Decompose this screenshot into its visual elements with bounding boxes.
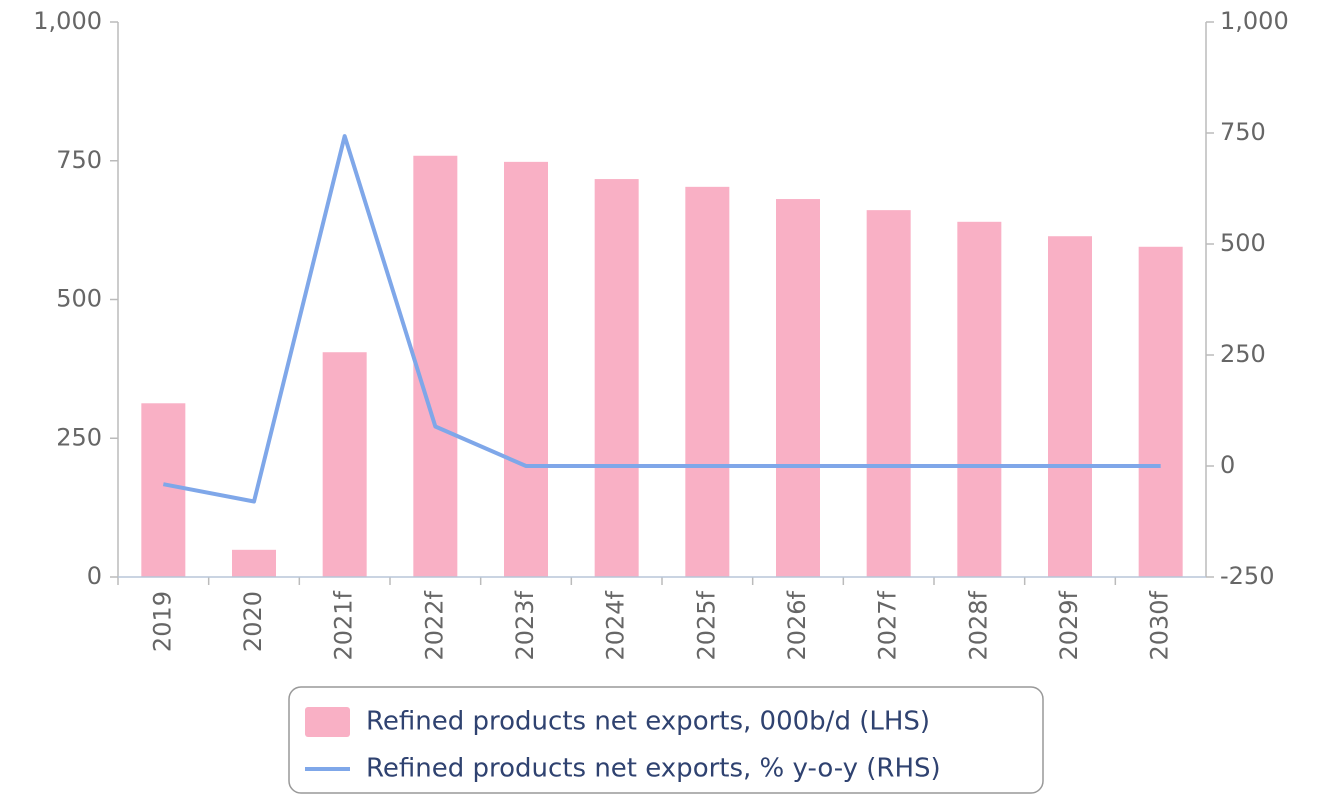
y-tick-label: 0: [87, 562, 102, 590]
x-tick-label: 2021f: [330, 590, 358, 660]
x-tick-label: 2022f: [420, 590, 448, 660]
x-tick-label: 2020: [239, 591, 267, 652]
y2-tick-label: -250: [1220, 562, 1274, 590]
y-tick-label: 1,000: [33, 7, 102, 35]
x-tick-label: 2024f: [602, 590, 630, 660]
y2-tick-label: 0: [1220, 451, 1235, 479]
legend-swatch: [305, 707, 350, 737]
bar: [957, 221, 1002, 578]
y-tick-label: 750: [56, 146, 102, 174]
x-tick-label: 2029f: [1055, 590, 1083, 660]
x-tick-label: 2023f: [511, 590, 539, 660]
bar: [685, 186, 730, 577]
bar: [1138, 246, 1183, 577]
legend-label: Refined products net exports, % y-o-y (R…: [366, 754, 941, 784]
x-tick-label: 2025f: [692, 590, 720, 660]
bar: [322, 352, 367, 577]
bar: [413, 155, 458, 577]
y2-tick-label: 500: [1220, 229, 1266, 257]
legend-label: Refined products net exports, 000b/d (LH…: [366, 707, 930, 737]
bar: [594, 179, 639, 577]
x-tick-label: 2027f: [874, 590, 902, 660]
line: [162, 134, 1161, 504]
x-tick-label: 2028f: [964, 590, 992, 660]
bar: [141, 403, 186, 577]
legend-box: [288, 686, 1044, 794]
y2-tick-label: 1,000: [1220, 7, 1289, 35]
x-tick-label: 2019: [148, 591, 176, 652]
bar: [866, 210, 911, 577]
x-tick-label: 2030f: [1146, 590, 1174, 660]
bar: [232, 549, 276, 577]
bar: [776, 199, 820, 578]
bar: [504, 161, 548, 578]
y-tick-label: 500: [56, 285, 102, 313]
y2-tick-label: 250: [1220, 340, 1266, 368]
bar: [1048, 236, 1092, 578]
x-tick-label: 2026f: [783, 590, 811, 660]
y2-tick-label: 750: [1220, 118, 1266, 146]
y-tick-label: 250: [56, 423, 102, 451]
